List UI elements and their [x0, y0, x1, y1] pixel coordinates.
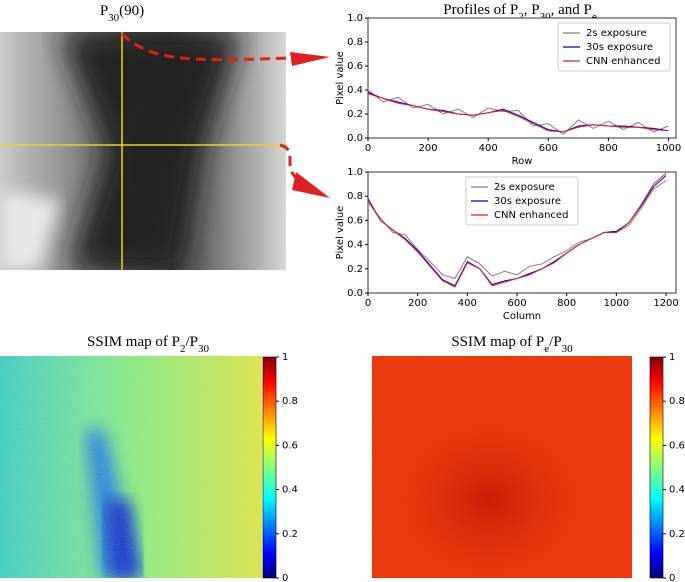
colorbar-tick-label: 0.6: [669, 440, 685, 451]
colorbar-tick-label: 1: [282, 352, 288, 363]
panel-title: P30(90): [100, 3, 144, 23]
title-part: Profiles of P: [443, 2, 518, 18]
colorbar-tick-label: 0: [669, 573, 675, 582]
y-tick-label: 0.6: [347, 61, 363, 72]
title-part: e: [544, 343, 549, 355]
arrow-head: [290, 52, 330, 66]
colorbar-tick-label: 0: [282, 573, 288, 582]
title-part: SSIM map of P: [451, 334, 544, 350]
title-part: 30: [562, 343, 574, 355]
x-tick-label: 200: [408, 298, 427, 309]
legend-label: 2s exposure: [494, 182, 555, 193]
y-tick-label: 1.0: [347, 13, 363, 24]
y-tick-label: 0.6: [347, 215, 363, 226]
ssim-map: [372, 356, 632, 578]
colorbar-tick-label: 0.4: [669, 485, 685, 496]
x-tick-label: 1000: [656, 143, 681, 154]
title-part: 2: [518, 11, 524, 23]
y-axis-label: Pixel value: [335, 206, 346, 260]
y-axis-label: Pixel value: [335, 51, 346, 105]
title-part: SSIM map of P: [87, 334, 180, 350]
x-tick-label: 600: [507, 298, 526, 309]
series-line: [367, 93, 669, 133]
x-axis-label: Column: [503, 311, 541, 322]
y-tick-label: 1.0: [347, 167, 363, 178]
colorbar-tick-label: 0.8: [282, 396, 298, 407]
y-tick-label: 0.2: [347, 109, 363, 120]
title-part: /P: [185, 334, 198, 350]
panel-title: SSIM map of Pe/P30: [451, 334, 573, 354]
title-part: (90): [119, 3, 144, 19]
colorbar-tick-label: 0.2: [669, 529, 685, 540]
x-tick-label: 200: [419, 143, 438, 154]
x-tick-label: 800: [599, 143, 618, 154]
panel-title: SSIM map of P2/P30: [87, 334, 209, 354]
y-tick-label: 0.2: [347, 264, 363, 275]
y-tick-label: 0.0: [347, 288, 363, 299]
legend-label: 30s exposure: [586, 42, 653, 53]
x-tick-label: 400: [458, 298, 477, 309]
title-part: e: [592, 11, 597, 23]
title-part: , P: [524, 2, 540, 18]
title-part: 30: [540, 11, 552, 23]
title-part: 30: [108, 12, 120, 24]
ssim-map: [0, 356, 262, 578]
arrow-head: [292, 172, 330, 198]
legend-label: CNN enhanced: [494, 210, 568, 221]
legend-label: 30s exposure: [494, 196, 561, 207]
projection-image: [0, 32, 286, 270]
x-tick-label: 400: [479, 143, 498, 154]
title-part: P: [100, 3, 108, 19]
x-tick-label: 1000: [604, 298, 629, 309]
x-tick-label: 0: [365, 143, 371, 154]
colorbar-tick-label: 0.8: [669, 396, 685, 407]
x-tick-label: 0: [365, 298, 371, 309]
panel-title: Profiles of P2, P30, and Pe: [443, 2, 597, 22]
title-part: 2: [180, 343, 186, 355]
series-line: [367, 172, 667, 288]
y-tick-label: 0.4: [347, 85, 363, 96]
legend-label: CNN enhanced: [586, 56, 660, 67]
colorbar-tick-label: 1: [669, 352, 675, 363]
x-tick-label: 800: [557, 298, 576, 309]
y-tick-label: 0.8: [347, 191, 363, 202]
legend-box: [465, 176, 579, 226]
y-tick-label: 0.8: [347, 37, 363, 48]
title-part: /P: [549, 334, 562, 350]
x-tick-label: 600: [539, 143, 558, 154]
title-part: , and P: [551, 2, 592, 18]
legend-box: [557, 22, 671, 72]
colorbar-tick-label: 0.6: [282, 440, 298, 451]
colorbar: [649, 356, 664, 579]
y-tick-label: 0.4: [347, 240, 363, 251]
y-tick-label: 0.0: [347, 133, 363, 144]
legend-label: 2s exposure: [586, 28, 647, 39]
x-axis-label: Row: [512, 156, 533, 167]
title-part: 30: [198, 343, 210, 355]
x-tick-label: 1200: [653, 298, 678, 309]
colorbar-tick-label: 0.4: [282, 485, 298, 496]
colorbar: [262, 356, 277, 579]
colorbar-tick-label: 0.2: [282, 529, 298, 540]
